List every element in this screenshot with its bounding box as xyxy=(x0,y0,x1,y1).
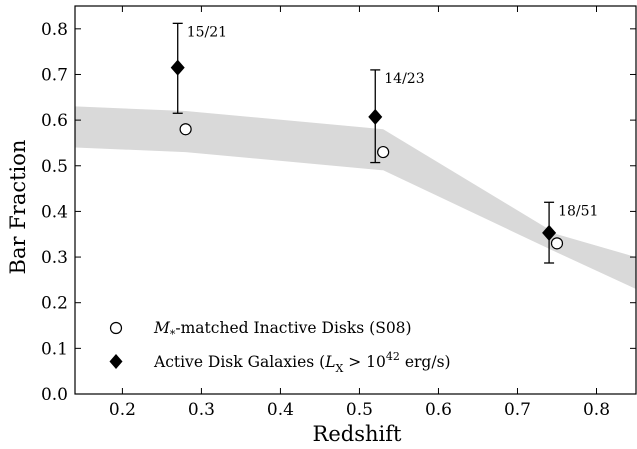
x-tick-label: 0.7 xyxy=(504,400,531,420)
shaded-band xyxy=(75,106,636,290)
legend-active-symbol: L xyxy=(324,353,335,371)
data-marks: 15/21 14/23 18/51 xyxy=(170,22,598,264)
y-tick-label: 0.2 xyxy=(41,294,68,314)
confidence-band-layer xyxy=(75,106,636,290)
y-tick-label: 0.8 xyxy=(41,20,68,40)
x-axis-title: Redshift xyxy=(313,422,402,446)
axes-frame xyxy=(74,5,637,395)
point-label: 14/23 xyxy=(384,71,424,87)
y-tick-label: 0.6 xyxy=(41,111,68,131)
legend-active-superscript: 42 xyxy=(386,350,400,363)
y-tick-label: 0.1 xyxy=(41,339,68,359)
legend-inactive-text: -matched Inactive Disks (S08) xyxy=(175,319,411,337)
x-tick-label: 0.6 xyxy=(425,400,452,420)
active-galaxy-point xyxy=(368,108,383,125)
active-galaxy-point xyxy=(170,59,185,76)
y-tick-label: 0.7 xyxy=(41,65,68,85)
point-label: 15/21 xyxy=(187,24,227,40)
y-axis-title: Bar Fraction xyxy=(6,140,30,275)
legend-inactive-symbol: M xyxy=(153,319,171,337)
legend-active-suffix: erg/s) xyxy=(400,353,451,371)
legend-entry-inactive: M*-matched Inactive Disks (S08) xyxy=(153,319,412,341)
x-tick-label: 0.2 xyxy=(109,400,136,420)
y-tick-label: 0.4 xyxy=(41,202,68,222)
legend-entry-active: Active Disk Galaxies (LX > 1042 erg/s) xyxy=(153,350,451,375)
inactive-disk-point xyxy=(550,237,564,250)
legend-inactive-subscript: * xyxy=(170,328,176,341)
plot-frame xyxy=(74,5,637,395)
x-tick-label: 0.3 xyxy=(188,400,215,420)
active-galaxy-point xyxy=(542,224,557,241)
legend-open-circle-icon xyxy=(109,321,123,335)
inactive-disk-point xyxy=(377,145,390,159)
x-tick-label: 0.8 xyxy=(583,400,610,420)
y-tick-label: 0.5 xyxy=(41,157,68,177)
y-tick-label: 0.0 xyxy=(41,385,68,405)
inactive-disk-point xyxy=(179,123,192,136)
legend-active-prefix: Active Disk Galaxies ( xyxy=(153,353,325,371)
point-label: 18/51 xyxy=(558,203,598,219)
x-tick-label: 0.4 xyxy=(267,400,294,420)
x-tick-label: 0.5 xyxy=(346,400,373,420)
legend: M*-matched Inactive Disks (S08) Active D… xyxy=(109,319,451,375)
y-tick-label: 0.3 xyxy=(41,248,68,268)
legend-filled-diamond-icon xyxy=(109,354,123,369)
legend-active-middle: > 10 xyxy=(343,353,386,371)
legend-active-subscript: X xyxy=(336,362,344,375)
axis-ticks: 0.2 0.3 0.4 0.5 0.6 0.7 0.8 0.0 0.1 0.2 0.3 0.4 0.5 0… xyxy=(41,6,636,420)
